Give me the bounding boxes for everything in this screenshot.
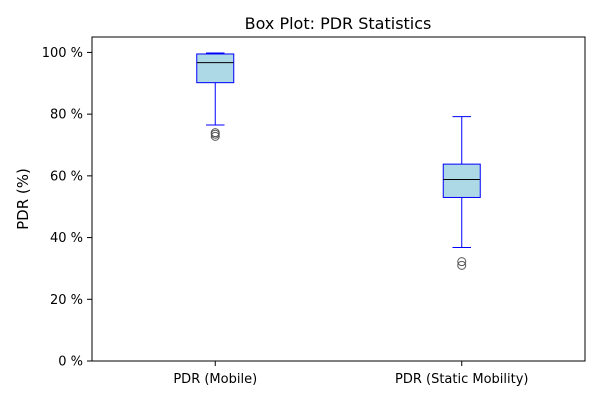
box-iqr xyxy=(196,53,235,84)
y-tick-label: 0 % xyxy=(58,355,83,370)
x-tick-label: PDR (Mobile) xyxy=(173,372,257,387)
chart-title: Box Plot: PDR Statistics xyxy=(245,14,432,33)
outlier-point xyxy=(210,129,220,139)
plot-area: 0 % 20 % 40 % 60 % 80 % 100 % PDR (Mobile) PDR … xyxy=(42,46,529,387)
y-tick-label: 20 % xyxy=(50,293,83,308)
y-tick-label: 80 % xyxy=(50,108,83,123)
outlier-point xyxy=(457,260,467,270)
outlier-point xyxy=(210,131,220,141)
box-iqr xyxy=(442,163,481,198)
outlier-point xyxy=(457,257,467,267)
axes-frame xyxy=(91,36,586,362)
y-tick-label: 100 % xyxy=(42,46,83,61)
y-tick-label: 60 % xyxy=(50,169,83,184)
y-tick-label: 40 % xyxy=(50,231,83,246)
x-tick-label: PDR (Static Mobility) xyxy=(395,372,529,387)
y-axis-title: PDR (%) xyxy=(14,168,32,230)
